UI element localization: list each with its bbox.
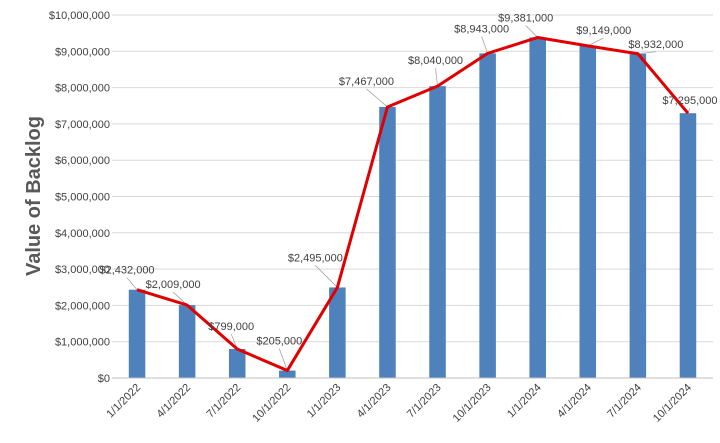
x-tick-label: 10/1/2024 <box>651 382 694 425</box>
bar <box>679 113 697 378</box>
data-labels: $2,432,000 $2,009,000 $799,000$205,000 $2,4… <box>100 12 718 347</box>
y-tick-label: $5,000,000 <box>55 192 110 204</box>
gridlines <box>112 14 713 343</box>
data-label: $2,009,000 <box>146 279 201 291</box>
data-label: $2,432,000 <box>100 265 155 277</box>
data-label: $8,932,000 <box>628 39 683 51</box>
bar <box>629 53 647 378</box>
x-tick-label: 4/1/2022 <box>154 382 193 421</box>
bar <box>128 289 146 378</box>
leader-line <box>126 277 138 290</box>
leader-lines <box>126 25 691 371</box>
data-label: $8,943,000 <box>454 23 509 35</box>
bar <box>479 53 496 378</box>
leader-line <box>278 348 288 371</box>
x-tick-label: 4/1/2023 <box>355 382 394 421</box>
x-tick-label: 4/1/2024 <box>555 382 594 421</box>
y-tick-label: $3,000,000 <box>55 264 110 276</box>
x-tick-label: 7/1/2024 <box>605 382 644 421</box>
y-tick-label: $1,000,000 <box>55 337 110 349</box>
bar <box>429 86 446 378</box>
x-tick-label: 10/1/2022 <box>250 382 293 425</box>
leader-line <box>366 88 388 108</box>
leader-line <box>525 25 538 38</box>
bar <box>379 106 396 378</box>
x-tick-label: 1/1/2022 <box>104 382 143 421</box>
y-tick-label: $7,000,000 <box>55 119 110 131</box>
y-axis-ticks: $0 $1,000,000 $2,000,000 $3,000,000 $4,000,0… <box>49 10 110 385</box>
bar <box>279 370 296 378</box>
y-tick-label: $4,000,000 <box>55 228 110 240</box>
x-tick-label: 7/1/2023 <box>405 382 444 421</box>
bar <box>579 45 597 379</box>
y-axis-title: Value of Backlog <box>23 116 45 276</box>
x-tick-label: 1/1/2023 <box>305 382 344 421</box>
x-tick-label: 10/1/2023 <box>451 382 494 425</box>
y-tick-label: $2,000,000 <box>55 300 110 312</box>
bar <box>529 37 546 379</box>
leader-line <box>315 265 338 288</box>
data-label: $9,381,000 <box>498 12 553 24</box>
bar <box>228 348 246 378</box>
data-label: $7,467,000 <box>339 76 394 88</box>
trend-line <box>136 35 690 373</box>
leader-line <box>481 36 489 54</box>
leader-line <box>435 68 438 87</box>
leader-line <box>637 51 656 55</box>
data-label: $799,000 <box>208 321 254 333</box>
data-label: $2,495,000 <box>288 252 343 264</box>
y-tick-label: $10,000,000 <box>49 10 110 22</box>
x-axis-ticks: 1/1/2022 4/1/2022 7/1/2022 10/1/2022 1/1/202… <box>104 382 694 425</box>
x-tick-label: 7/1/2022 <box>205 382 244 421</box>
data-label: $8,040,000 <box>408 55 463 67</box>
y-tick-label: $6,000,000 <box>55 155 110 167</box>
y-tick-label: $0 <box>98 373 110 385</box>
y-tick-label: $8,000,000 <box>55 83 110 95</box>
data-label: $205,000 <box>256 336 302 348</box>
data-label: $7,295,000 <box>662 95 717 107</box>
bar <box>178 305 196 378</box>
bar <box>329 287 346 378</box>
x-tick-label: 1/1/2024 <box>505 382 544 421</box>
bars <box>128 37 697 379</box>
y-tick-label: $9,000,000 <box>55 46 110 58</box>
leader-line <box>587 37 604 47</box>
data-label: $9,149,000 <box>576 25 631 37</box>
